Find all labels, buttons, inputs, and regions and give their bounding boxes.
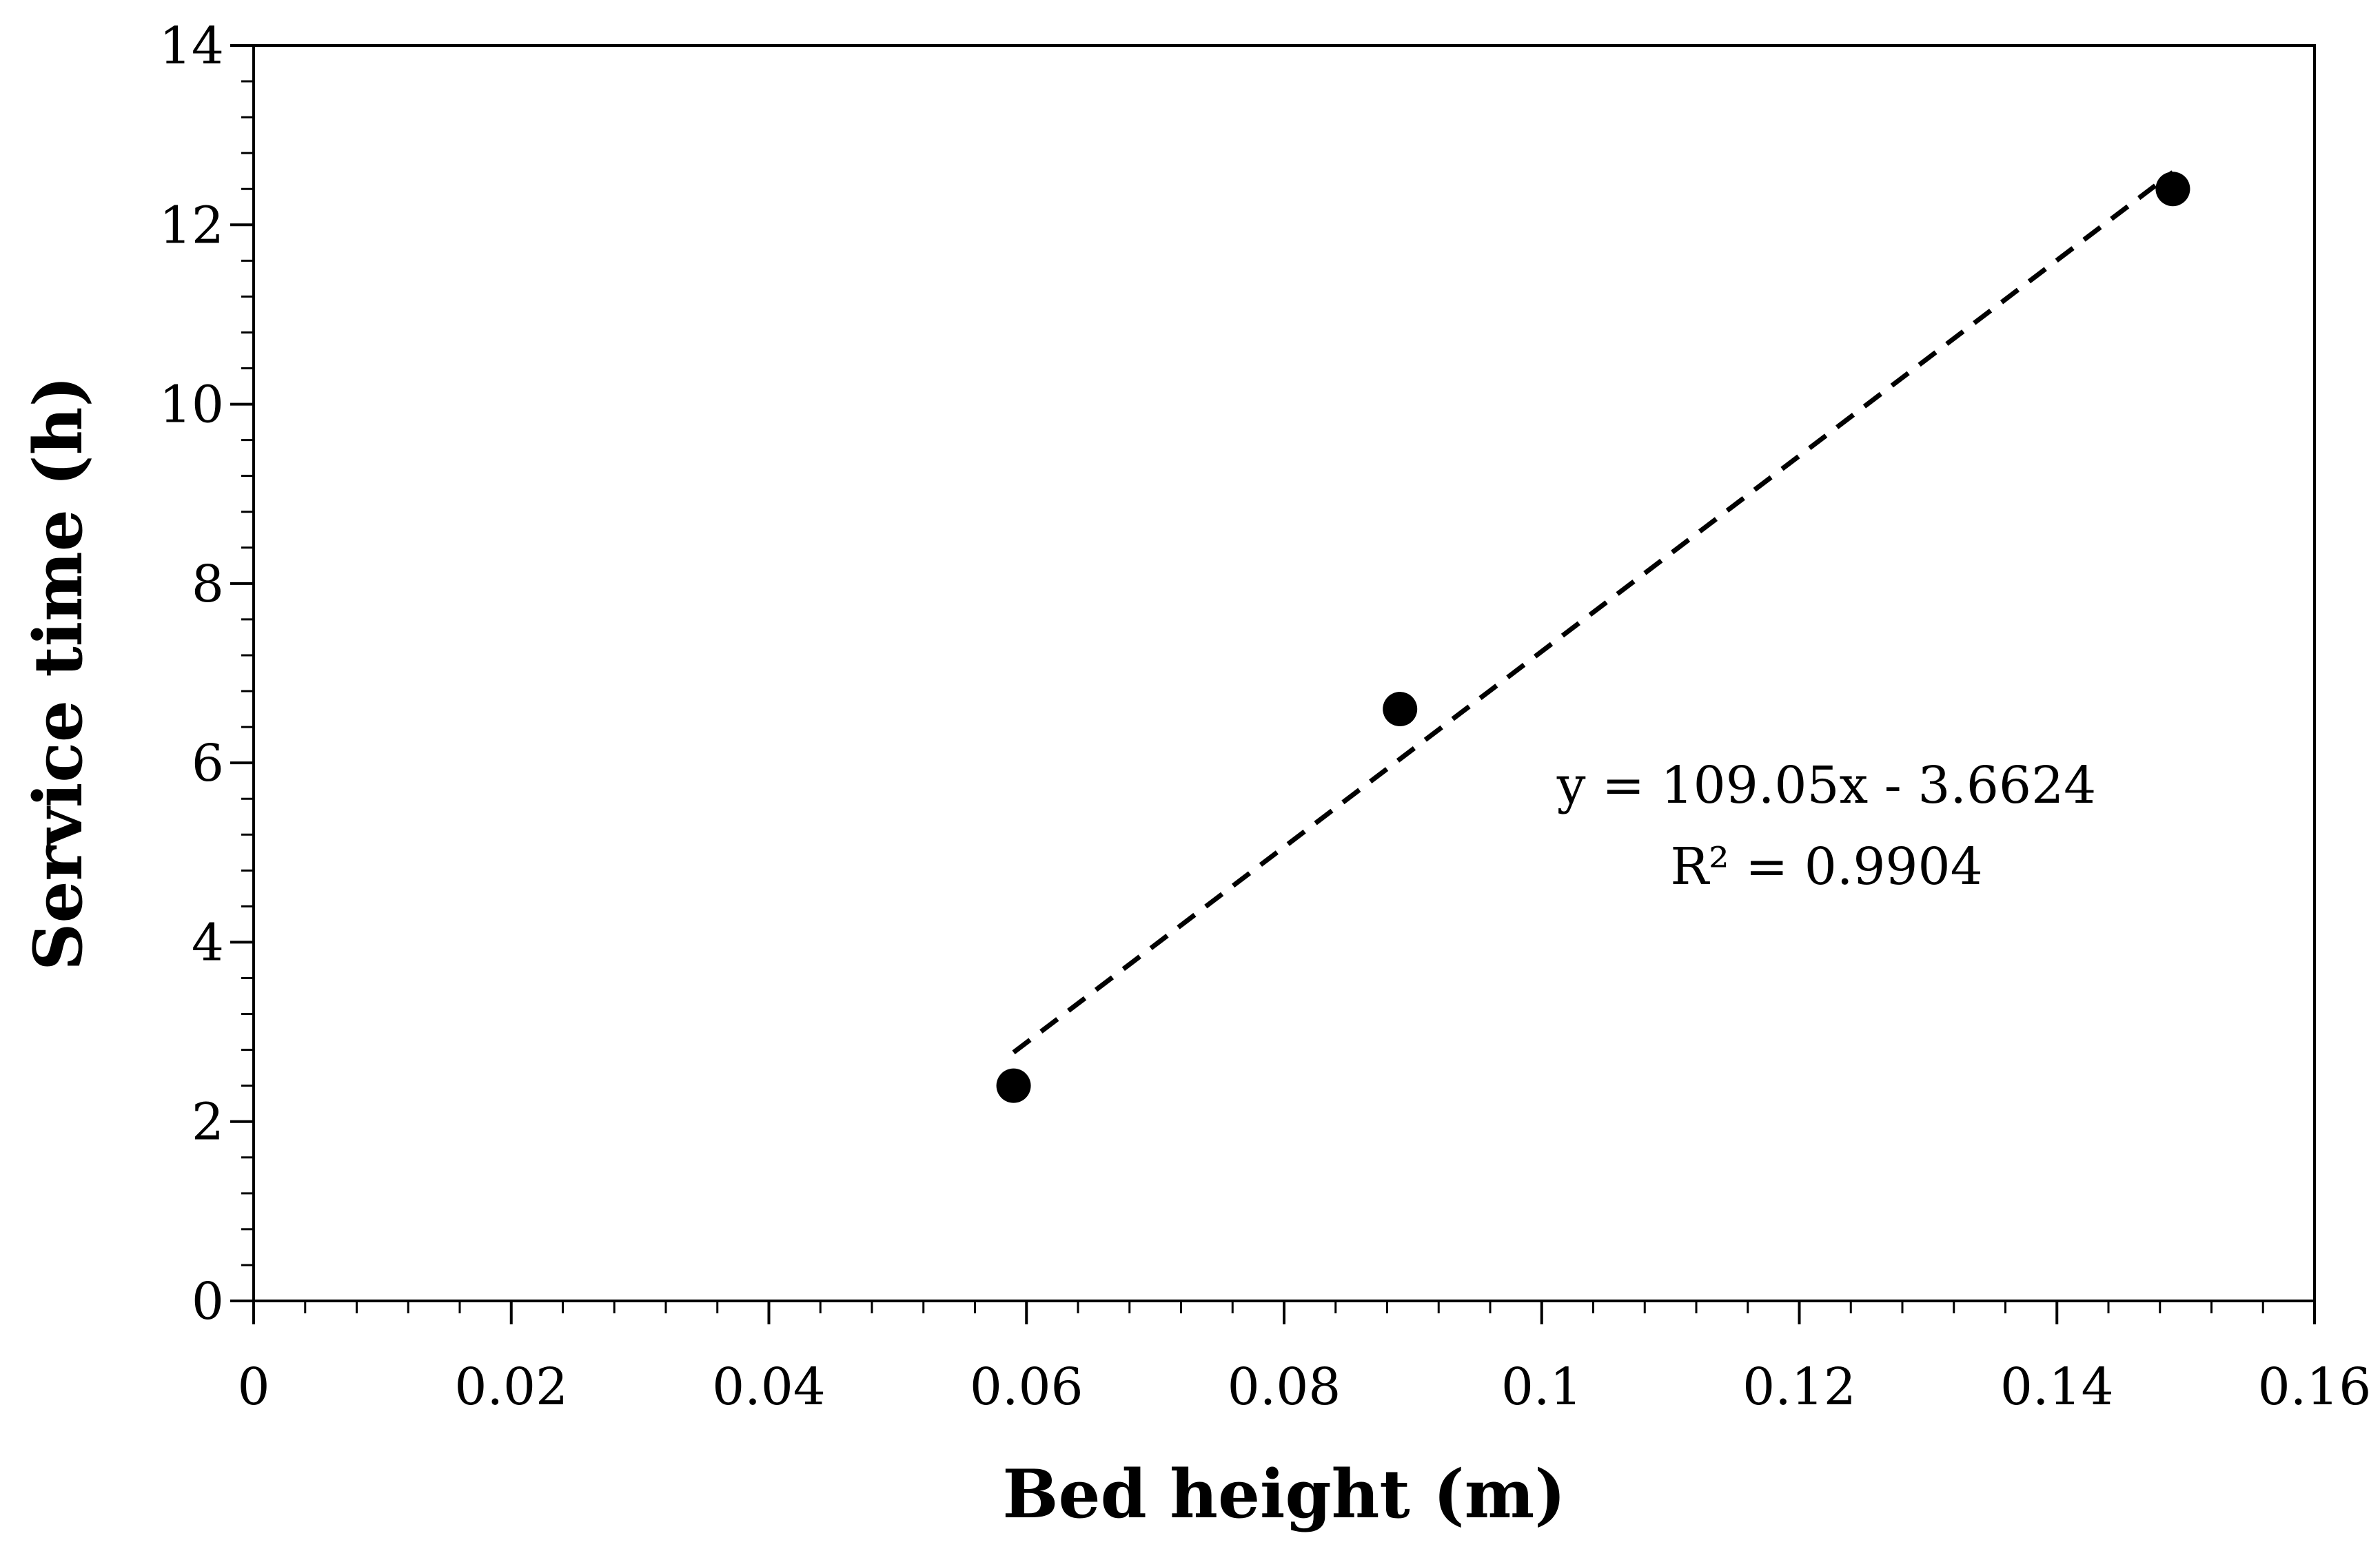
x-tick-label: 0 [237,1357,269,1417]
y-tick-label: 0 [192,1272,224,1331]
y-tick-label: 2 [192,1093,224,1152]
x-tick-label: 0.1 [1501,1357,1583,1417]
r-squared-label: R² = 0.9904 [1670,837,1982,896]
x-tick-labels: 0 0.02 0.04 0.06 0.08 0.1 0.12 0.14 0.16 [237,1357,2371,1417]
y-tick-label: 10 [159,376,224,435]
major-ticks [230,44,2316,1324]
x-tick-label: 0.02 [454,1357,568,1417]
data-points [996,172,2190,1103]
trendline [1012,170,2175,1055]
data-point [1383,692,1418,727]
trendline-equation: y = 109.05x - 3.6624 [1556,756,2097,815]
y-tick-label: 4 [192,913,224,972]
y-tick-label: 8 [192,555,224,614]
y-axis-title: Service time (h) [19,376,97,971]
x-tick-label: 0.14 [2000,1357,2114,1417]
y-tick-label: 6 [192,734,224,793]
y-tick-label: 14 [159,17,224,76]
x-tick-label: 0.04 [712,1357,826,1417]
x-axis-title: Bed height (m) [1002,1455,1565,1533]
x-tick-label: 0.08 [1228,1357,1341,1417]
y-tick-label: 12 [159,196,224,255]
data-point [996,1068,1031,1103]
y-tick-labels: 0 2 4 6 8 10 12 14 [159,17,224,1331]
minor-ticks [241,44,2316,1313]
data-point [2155,172,2190,207]
x-tick-label: 0.06 [970,1357,1084,1417]
plot-frame [252,44,2316,1302]
x-tick-label: 0.16 [2258,1357,2372,1417]
x-tick-label: 0.12 [1742,1357,1856,1417]
